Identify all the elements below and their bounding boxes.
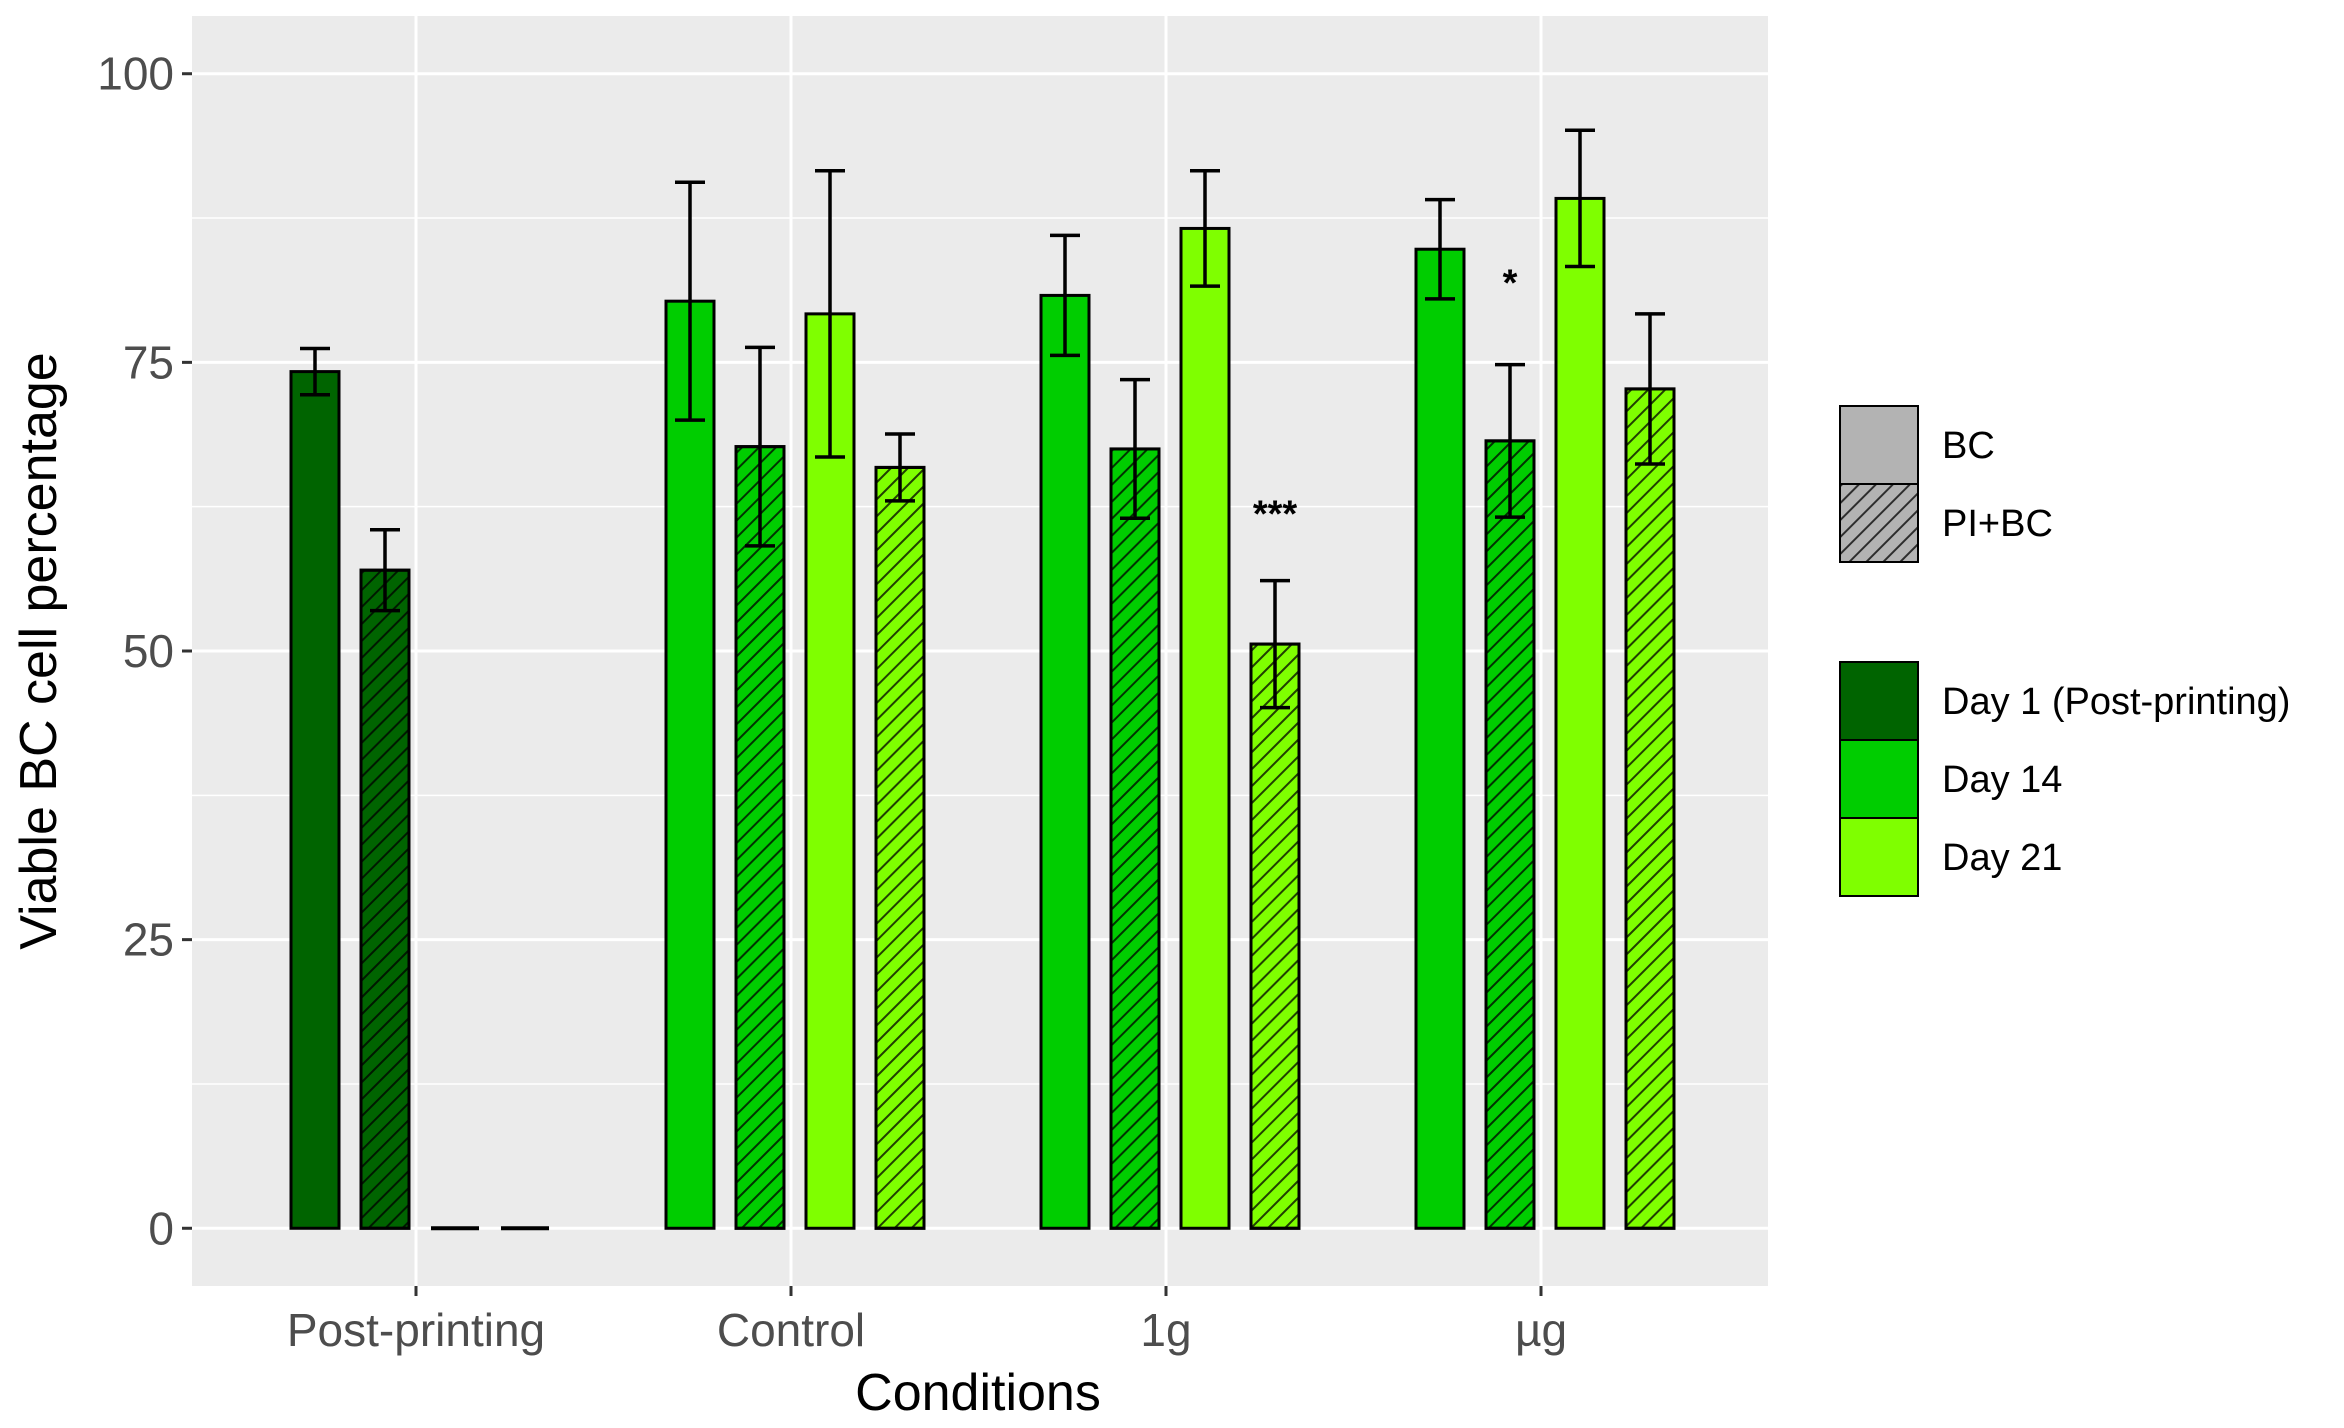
legend-label: Day 1 (Post-printing): [1942, 681, 2290, 723]
significance-annotation: *: [1503, 263, 1518, 305]
error-bars-layer: [300, 128, 1665, 710]
bar-g-bc-day-21: [1554, 196, 1606, 1230]
y-tick-label: 75: [123, 336, 174, 388]
x-tick-label: Control: [717, 1304, 865, 1356]
y-axis: 0 25 50 75 100: [97, 48, 192, 1254]
legend-key-day-21: [1839, 817, 1919, 897]
annotations-layer: ****: [1253, 263, 1518, 536]
bar-postprinting-bc-day-1-post-printing-: [289, 370, 341, 1230]
bar-1g-bc-day-14: [1039, 293, 1091, 1230]
legend: BC PI+BC Day 1 (Post-printing) Day 14 Day 21: [1839, 405, 2290, 897]
x-axis: Post-printing Control 1g µg: [287, 1286, 1567, 1356]
legend-key-hatch: [1839, 483, 1919, 563]
bar-1g-bc-day-21: [1179, 226, 1231, 1230]
bar-postprinting-pi-bc-day-1-post-printing--hatch: [359, 568, 411, 1230]
x-tick-label: µg: [1515, 1304, 1567, 1356]
bar-control-bc-day-14: [664, 299, 716, 1230]
x-tick-label: Post-printing: [287, 1304, 545, 1356]
legend-label: PI+BC: [1942, 503, 2053, 545]
bar-g-pi-bc-day-21-hatch: [1624, 387, 1676, 1230]
y-tick-label: 50: [123, 625, 174, 677]
x-axis-title: Conditions: [855, 1364, 1101, 1422]
y-axis-title: Viable BC cell percentage: [10, 352, 68, 949]
bar-control-pi-bc-day-21-hatch: [874, 465, 926, 1230]
legend-label: BC: [1942, 425, 1995, 467]
bar-control-pi-bc-day-14-hatch: [734, 445, 786, 1230]
legend-key-day-14: [1839, 739, 1919, 819]
bar-1g-pi-bc-day-21-hatch: [1249, 642, 1301, 1230]
y-tick-label: 0: [148, 1202, 174, 1254]
bars-layer: [289, 196, 1676, 1231]
y-tick-label: 100: [97, 48, 174, 100]
y-tick-label: 25: [123, 914, 174, 966]
legend-label: Day 21: [1942, 837, 2062, 879]
bar-g-pi-bc-day-14-hatch: [1484, 439, 1536, 1230]
legend-key-bc: [1839, 405, 1919, 485]
x-tick-label: 1g: [1140, 1304, 1191, 1356]
bar-control-bc-day-21: [804, 312, 856, 1230]
bar-g-bc-day-14: [1414, 247, 1466, 1230]
bar-1g-pi-bc-day-14-hatch: [1109, 447, 1161, 1230]
significance-annotation: ***: [1253, 493, 1298, 535]
legend-key-day-1-post-printing-: [1839, 661, 1919, 741]
legend-label: Day 14: [1942, 759, 2062, 801]
